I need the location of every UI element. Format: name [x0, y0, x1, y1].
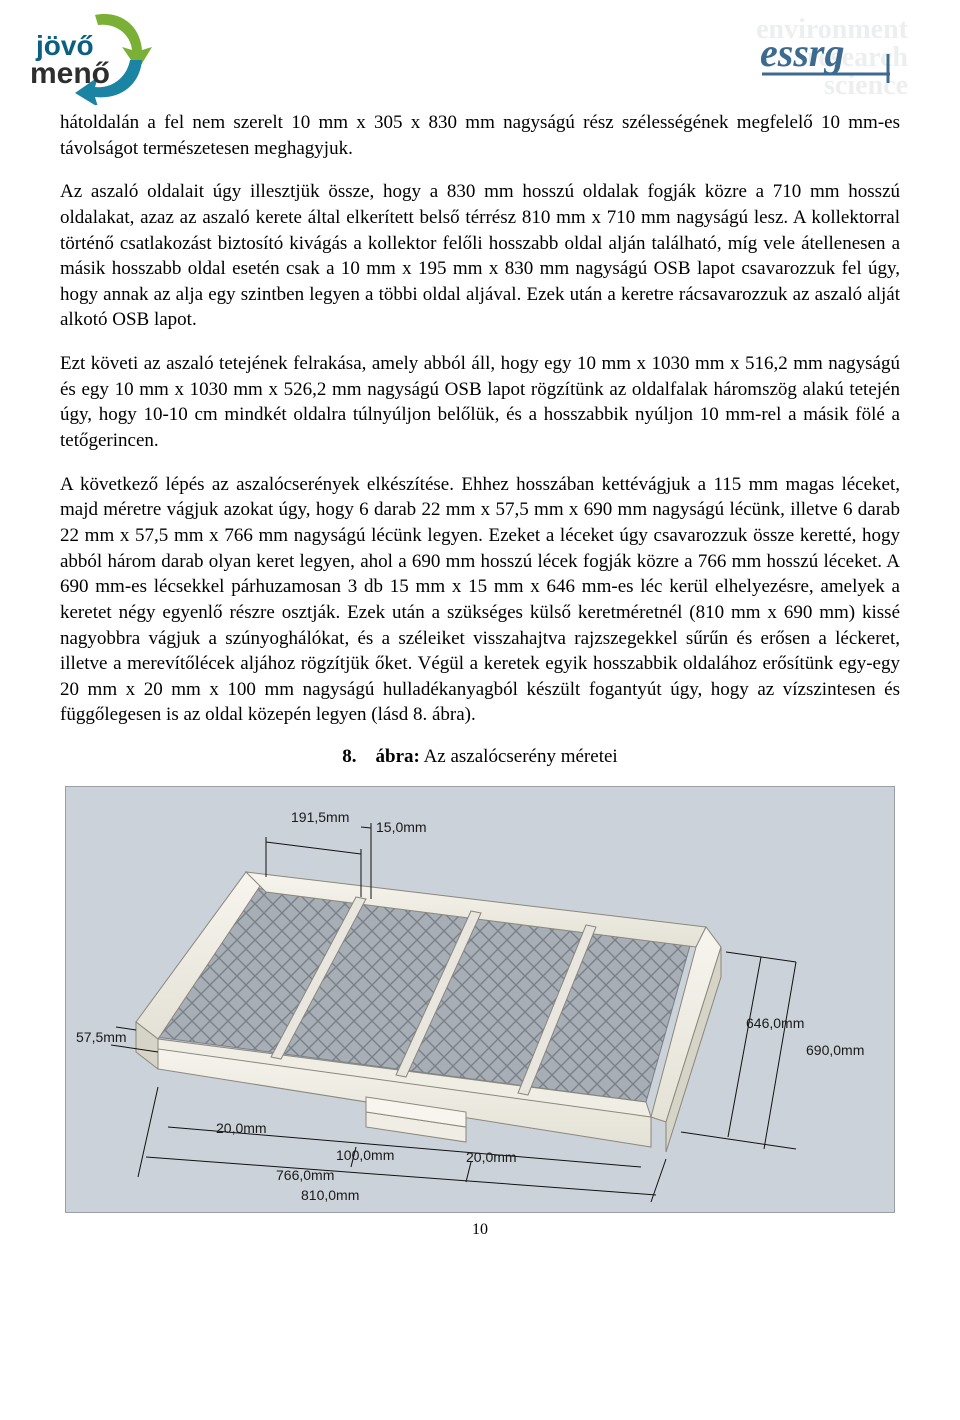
dim-handle-height: 20,0mm	[466, 1149, 517, 1165]
figure-caption: 8. ábra: Az aszalócserény méretei	[60, 746, 900, 768]
figure-diagram: 191,5mm 15,0mm 57,5mm 646,0mm 690,0mm 20…	[65, 786, 895, 1213]
dim-front-outer: 810,0mm	[301, 1187, 359, 1203]
dim-top-segment: 191,5mm	[291, 809, 349, 825]
dim-handle-depth: 20,0mm	[216, 1120, 267, 1136]
dim-top-bar: 15,0mm	[376, 819, 427, 835]
dim-left-thickness: 57,5mm	[76, 1029, 127, 1045]
logo-text-line2: menő	[30, 57, 110, 90]
paragraph-3: Ezt követi az aszaló tetejének felrakása…	[60, 351, 900, 454]
logo-jovo-meno: jövő menő	[30, 5, 170, 110]
figure-title: Az aszalócserény méretei	[424, 746, 618, 767]
paragraph-1: hátoldalán a fel nem szerelt 10 mm x 305…	[60, 110, 900, 161]
recycle-arrow-icon: jövő menő	[30, 5, 170, 105]
dim-front-inner: 766,0mm	[276, 1167, 334, 1183]
figure-number: 8.	[342, 746, 356, 767]
dim-right-inner: 646,0mm	[746, 1015, 804, 1031]
dim-right-outer: 690,0mm	[806, 1042, 864, 1058]
brand-text: essrg	[760, 30, 844, 75]
paragraph-2: Az aszaló oldalait úgy illesztjük össze,…	[60, 179, 900, 333]
page: jövő menő environment research science e…	[0, 0, 960, 1269]
logo-essrg: environment research science essrg	[670, 10, 910, 110]
header: jövő menő environment research science e…	[60, 10, 900, 110]
page-number: 10	[60, 1221, 900, 1239]
dim-handle-length: 100,0mm	[336, 1147, 394, 1163]
figure-label: ábra:	[376, 746, 420, 767]
paragraph-4: A következő lépés az aszalócserények elk…	[60, 472, 900, 728]
